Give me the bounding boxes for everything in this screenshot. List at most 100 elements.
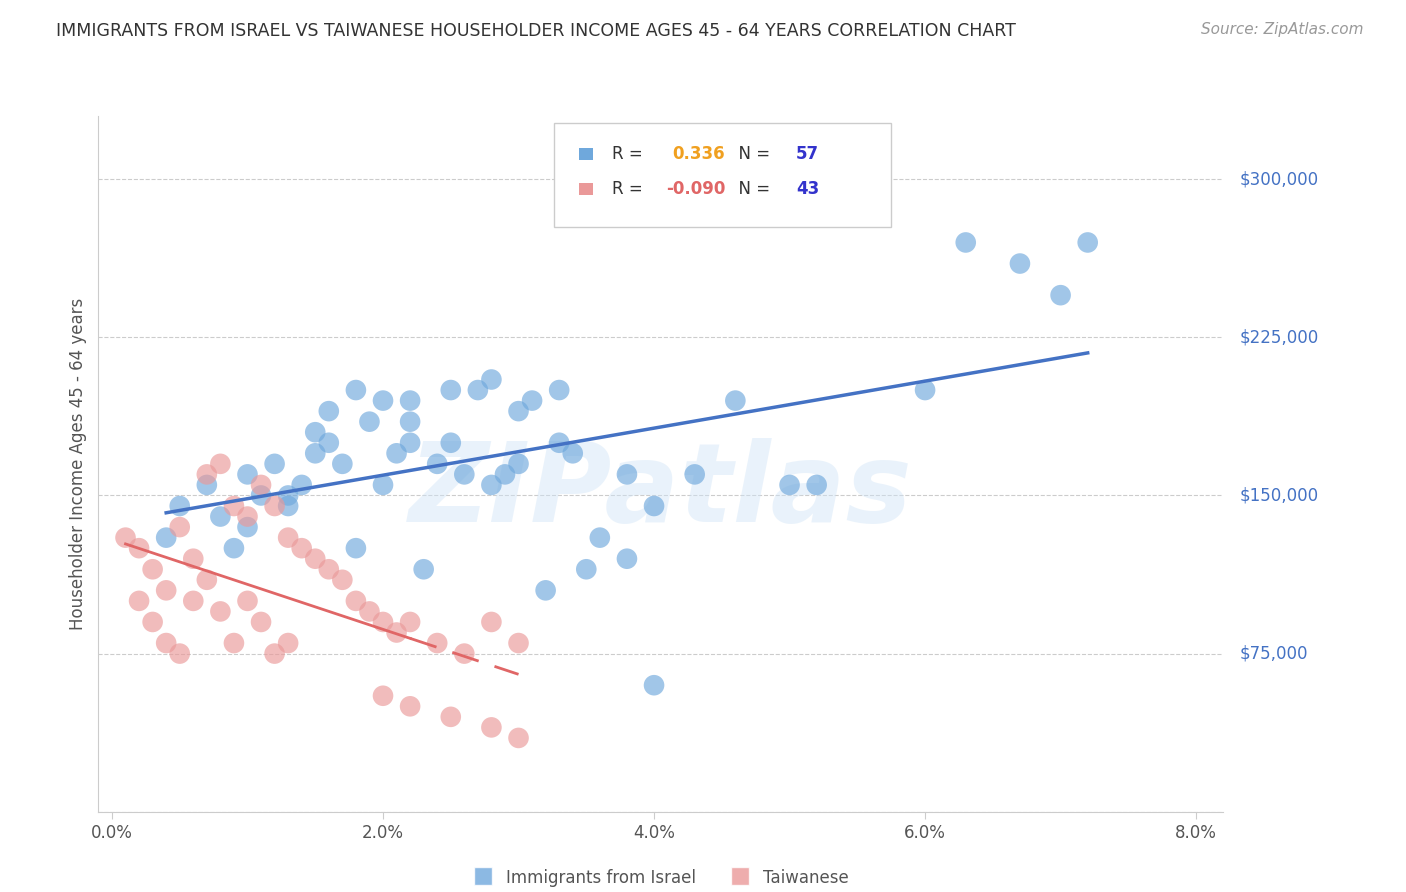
Point xyxy=(508,457,530,471)
Point xyxy=(589,531,612,545)
Point xyxy=(250,478,273,492)
Point xyxy=(481,720,503,734)
Text: IMMIGRANTS FROM ISRAEL VS TAIWANESE HOUSEHOLDER INCOME AGES 45 - 64 YEARS CORREL: IMMIGRANTS FROM ISRAEL VS TAIWANESE HOUS… xyxy=(56,22,1017,40)
Point xyxy=(548,435,571,450)
Point xyxy=(508,731,530,745)
Point xyxy=(209,457,232,471)
Point xyxy=(169,520,191,534)
Point xyxy=(440,710,463,724)
Point xyxy=(222,636,245,650)
Point xyxy=(304,446,326,460)
Point xyxy=(494,467,516,482)
Point xyxy=(359,604,381,618)
Point xyxy=(371,478,394,492)
Point xyxy=(344,594,367,608)
Point xyxy=(330,573,353,587)
Point xyxy=(195,573,218,587)
Point xyxy=(155,636,177,650)
Point xyxy=(371,689,394,703)
Point xyxy=(385,625,408,640)
Point xyxy=(1077,235,1099,250)
Point xyxy=(1049,288,1071,302)
Point xyxy=(481,478,503,492)
Point xyxy=(250,615,273,629)
Y-axis label: Householder Income Ages 45 - 64 years: Householder Income Ages 45 - 64 years xyxy=(69,298,87,630)
Point xyxy=(277,499,299,513)
Point xyxy=(195,467,218,482)
Point xyxy=(467,383,489,397)
Point xyxy=(399,393,422,408)
Point xyxy=(277,488,299,502)
Point xyxy=(195,478,218,492)
Legend: Immigrants from Israel, Taiwanese: Immigrants from Israel, Taiwanese xyxy=(467,863,855,892)
Text: N =: N = xyxy=(728,180,776,198)
Text: $225,000: $225,000 xyxy=(1240,328,1319,346)
Point xyxy=(330,457,353,471)
Point xyxy=(155,583,177,598)
Point xyxy=(344,541,367,556)
Text: 57: 57 xyxy=(796,145,818,163)
Point xyxy=(291,541,314,556)
Point xyxy=(481,615,503,629)
Point xyxy=(304,551,326,566)
Point xyxy=(616,467,638,482)
Point xyxy=(142,562,165,576)
Point xyxy=(440,435,463,450)
Point xyxy=(806,478,828,492)
Point xyxy=(114,531,136,545)
Point xyxy=(371,615,394,629)
Point xyxy=(318,562,340,576)
Point xyxy=(222,541,245,556)
Point xyxy=(236,467,259,482)
Point xyxy=(534,583,557,598)
Point xyxy=(344,383,367,397)
Point xyxy=(683,467,706,482)
Point xyxy=(616,551,638,566)
Text: ZIPatlas: ZIPatlas xyxy=(409,438,912,545)
FancyBboxPatch shape xyxy=(554,123,891,227)
Point xyxy=(520,393,543,408)
Text: -0.090: -0.090 xyxy=(666,180,725,198)
Point xyxy=(181,551,204,566)
Point xyxy=(263,457,285,471)
Point xyxy=(481,372,503,386)
Point xyxy=(399,415,422,429)
FancyBboxPatch shape xyxy=(579,148,593,161)
FancyBboxPatch shape xyxy=(579,183,593,195)
Text: $150,000: $150,000 xyxy=(1240,486,1319,505)
Text: $75,000: $75,000 xyxy=(1240,645,1309,663)
Point xyxy=(399,615,422,629)
Text: 43: 43 xyxy=(796,180,820,198)
Point xyxy=(955,235,977,250)
Text: N =: N = xyxy=(728,145,776,163)
Point xyxy=(412,562,434,576)
Point xyxy=(561,446,583,460)
Point xyxy=(304,425,326,440)
Point xyxy=(209,509,232,524)
Text: R =: R = xyxy=(613,180,648,198)
Point xyxy=(1008,256,1031,270)
Point xyxy=(426,457,449,471)
Point xyxy=(169,647,191,661)
Point xyxy=(236,520,259,534)
Point xyxy=(236,509,259,524)
Text: Source: ZipAtlas.com: Source: ZipAtlas.com xyxy=(1201,22,1364,37)
Point xyxy=(222,499,245,513)
Point xyxy=(181,594,204,608)
Point xyxy=(385,446,408,460)
Point xyxy=(440,383,463,397)
Point xyxy=(142,615,165,629)
Text: $300,000: $300,000 xyxy=(1240,170,1319,188)
Point xyxy=(359,415,381,429)
Point xyxy=(453,467,475,482)
Point xyxy=(724,393,747,408)
Point xyxy=(399,699,422,714)
Point xyxy=(263,647,285,661)
Point xyxy=(426,636,449,650)
Point xyxy=(508,636,530,650)
Text: R =: R = xyxy=(613,145,654,163)
Point xyxy=(779,478,801,492)
Point xyxy=(277,531,299,545)
Point xyxy=(250,488,273,502)
Point xyxy=(291,478,314,492)
